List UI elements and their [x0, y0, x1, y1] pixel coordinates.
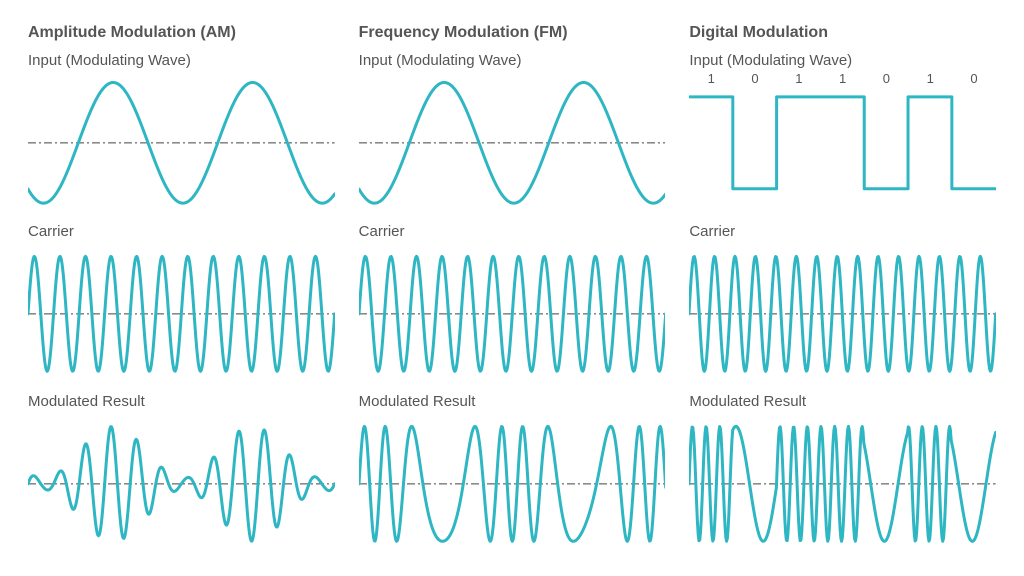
- plot-dm-result: [689, 412, 996, 556]
- cell-dm-input: Input (Modulating Wave) 1 0 1 1 0 1 0: [689, 52, 996, 215]
- cell-fm-carrier: Carrier: [359, 223, 666, 386]
- col-title-fm: Frequency Modulation (FM): [359, 24, 666, 44]
- cell-am-result: Modulated Result: [28, 393, 335, 556]
- cell-fm-input: Input (Modulating Wave): [359, 52, 666, 215]
- label-fm-result: Modulated Result: [359, 393, 666, 410]
- plot-am-result: [28, 412, 335, 556]
- plot-am-carrier: [28, 242, 335, 386]
- label-fm-input: Input (Modulating Wave): [359, 52, 666, 69]
- col-title-am: Amplitude Modulation (AM): [28, 24, 335, 44]
- label-am-input: Input (Modulating Wave): [28, 52, 335, 69]
- bit-label: 0: [883, 71, 890, 86]
- label-am-result: Modulated Result: [28, 393, 335, 410]
- col-title-dm: Digital Modulation: [689, 24, 996, 44]
- label-dm-result: Modulated Result: [689, 393, 996, 410]
- cell-am-carrier: Carrier: [28, 223, 335, 386]
- cell-fm-result: Modulated Result: [359, 393, 666, 556]
- bit-label: 1: [795, 71, 802, 86]
- plot-fm-input: [359, 71, 666, 215]
- bit-label: 1: [927, 71, 934, 86]
- label-dm-carrier: Carrier: [689, 223, 996, 240]
- modulation-diagram-grid: Amplitude Modulation (AM) Frequency Modu…: [0, 0, 1024, 576]
- bit-label: 0: [970, 71, 977, 86]
- label-fm-carrier: Carrier: [359, 223, 666, 240]
- label-dm-input: Input (Modulating Wave): [689, 52, 996, 69]
- plot-am-input: [28, 71, 335, 215]
- bit-label: 1: [708, 71, 715, 86]
- plot-fm-carrier: [359, 242, 666, 386]
- plot-dm-carrier: [689, 242, 996, 386]
- digital-bit-labels: 1 0 1 1 0 1 0: [689, 71, 996, 86]
- title-dm: Digital Modulation: [689, 24, 996, 42]
- cell-dm-result: Modulated Result: [689, 393, 996, 556]
- label-am-carrier: Carrier: [28, 223, 335, 240]
- cell-dm-carrier: Carrier: [689, 223, 996, 386]
- bit-label: 0: [751, 71, 758, 86]
- plot-fm-result: [359, 412, 666, 556]
- cell-am-input: Input (Modulating Wave): [28, 52, 335, 215]
- plot-dm-input: 1 0 1 1 0 1 0: [689, 71, 996, 215]
- bit-label: 1: [839, 71, 846, 86]
- title-fm: Frequency Modulation (FM): [359, 24, 666, 42]
- title-am: Amplitude Modulation (AM): [28, 24, 335, 42]
